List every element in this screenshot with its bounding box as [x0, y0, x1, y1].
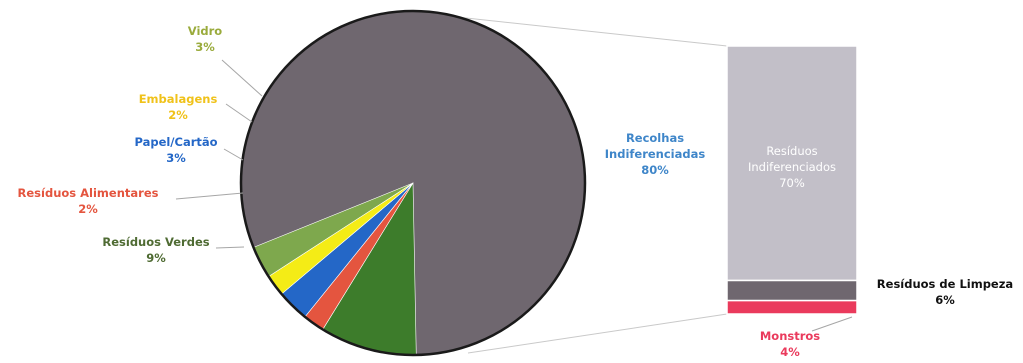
pie-label-vidro: Vidro 3% — [188, 24, 223, 54]
leader-line-monstros — [811, 316, 853, 332]
leader-line-residuos-verdes — [215, 246, 245, 249]
leader-line-residuos-alimentares — [175, 192, 244, 200]
leader-line-papel-cartao — [223, 148, 244, 161]
bar-segment-residuos-de-limpeza — [726, 279, 858, 302]
pie-label-residuos-verdes: Resíduos Verdes 9% — [102, 235, 209, 265]
pie-label-embalagens: Embalagens 2% — [139, 92, 218, 122]
connector-line-top — [456, 16, 728, 47]
leader-line-vidro — [221, 59, 263, 97]
bar-segment-residuos-indiferenciados — [726, 45, 858, 282]
pie-label-recolhas-indiferenciadas: Recolhas Indiferenciadas 80% — [605, 131, 706, 177]
bar-segment-monstros — [726, 299, 858, 315]
pie-label-papel-cartao: Papel/Cartão 3% — [134, 135, 217, 165]
leader-line-embalagens — [225, 103, 253, 123]
bar-label-monstros: Monstros 4% — [760, 329, 820, 359]
connector-line-bottom — [467, 313, 728, 354]
bar-label-residuos-indiferenciados: Resíduos Indiferenciados 70% — [748, 144, 836, 190]
pie-label-residuos-alimentares: Resíduos Alimentares 2% — [18, 186, 159, 216]
bar-label-residuos-de-limpeza: Resíduos de Limpeza 6% — [877, 277, 1013, 307]
pie-outline — [239, 9, 587, 357]
